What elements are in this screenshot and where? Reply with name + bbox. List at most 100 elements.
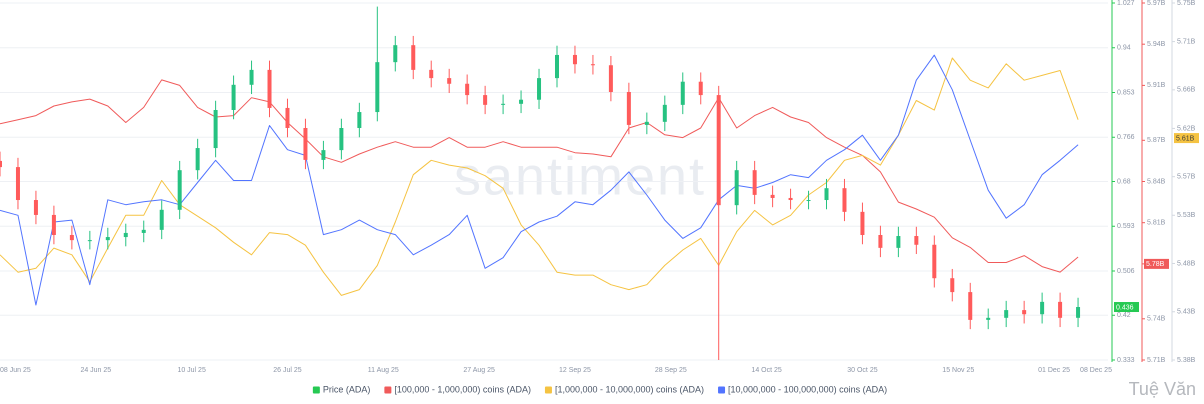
y-tick-label: 5.53B bbox=[1177, 212, 1196, 219]
y-tick-label: 5.38B bbox=[1177, 357, 1196, 364]
y-tick-label: 5.81B bbox=[1147, 220, 1166, 227]
y-tick-label: 0.766 bbox=[1117, 134, 1135, 141]
candle-body bbox=[806, 200, 811, 202]
candle-body bbox=[321, 150, 326, 160]
y-tick-label: 0.94 bbox=[1117, 45, 1131, 52]
legend-label: [10,000,000 - 100,000,000) coins (ADA) bbox=[728, 384, 887, 394]
candle-body bbox=[770, 194, 775, 198]
y-tick-label: 0.333 bbox=[1117, 357, 1135, 364]
x-tick-label: 12 Sep 25 bbox=[559, 367, 591, 374]
candle-body bbox=[1022, 310, 1027, 315]
candle-body bbox=[896, 236, 901, 248]
candle-body bbox=[537, 78, 542, 100]
y-tick-label: 5.62B bbox=[1177, 125, 1196, 132]
candle-body bbox=[608, 65, 613, 92]
candle-body bbox=[357, 112, 362, 129]
candle-body bbox=[698, 81, 703, 96]
y-tick-label: 5.48B bbox=[1177, 260, 1196, 267]
x-tick-label: 01 Dec 25 bbox=[1038, 367, 1070, 374]
y-tick-label: 5.75B bbox=[1177, 0, 1196, 7]
candle-body bbox=[159, 209, 164, 230]
candle-body bbox=[914, 236, 919, 245]
x-tick-label: 15 Nov 25 bbox=[942, 367, 974, 374]
value-tag bbox=[1174, 133, 1199, 144]
x-tick-label: 26 Jul 25 bbox=[273, 367, 302, 374]
y-tick-label: 5.97B bbox=[1147, 0, 1166, 7]
candle-body bbox=[680, 81, 685, 105]
candle-body bbox=[1058, 301, 1063, 318]
candle-body bbox=[501, 103, 506, 105]
value-tag-label: 0.436 bbox=[1116, 304, 1134, 311]
plot-area bbox=[0, 6, 1081, 360]
candle-body bbox=[15, 167, 20, 201]
x-tick-label: 10 Jul 25 bbox=[177, 367, 206, 374]
candle-body bbox=[465, 83, 470, 96]
candle-body bbox=[1076, 307, 1081, 318]
y-tick-label: 0.42 bbox=[1117, 312, 1131, 319]
candle-body bbox=[1040, 301, 1045, 315]
y-tick-label: 5.91B bbox=[1147, 82, 1166, 89]
y-tick-label: 5.43B bbox=[1177, 309, 1196, 316]
value-tag bbox=[1144, 258, 1169, 269]
candle-body bbox=[860, 211, 865, 235]
candle-body bbox=[303, 128, 308, 160]
candle-body bbox=[0, 160, 2, 168]
watermark: santiment bbox=[454, 146, 706, 206]
y-tick-label: 5.71B bbox=[1147, 357, 1166, 364]
y-tick-label: 5.74B bbox=[1147, 316, 1166, 323]
candle-body bbox=[33, 200, 38, 215]
y-tick-label: 5.84B bbox=[1147, 178, 1166, 185]
candle-body bbox=[213, 109, 218, 149]
candle-body bbox=[734, 170, 739, 206]
candle-body bbox=[69, 234, 74, 241]
x-tick-label: 28 Sep 25 bbox=[655, 367, 687, 374]
y-tick-label: 5.66B bbox=[1177, 87, 1196, 94]
candle-body bbox=[375, 62, 380, 113]
y-tick-label: 0.593 bbox=[1117, 223, 1135, 230]
candle-body bbox=[393, 45, 398, 63]
series-line bbox=[0, 79, 1079, 273]
y-tick-label: 1.027 bbox=[1117, 0, 1135, 7]
legend-swatch bbox=[384, 386, 392, 394]
legend-swatch bbox=[718, 386, 726, 394]
legend: Price (ADA) [100,000 - 1,000,000) coins (… bbox=[312, 384, 887, 394]
y-tick-label: 0.506 bbox=[1117, 268, 1135, 275]
y-tick-label: 5.94B bbox=[1147, 41, 1166, 48]
y-tick-label: 5.87B bbox=[1147, 137, 1166, 144]
candle-body bbox=[1004, 310, 1009, 318]
candle-body bbox=[824, 188, 829, 201]
axes: 08 Jun 25 24 Jun 25 10 Jul 25 26 Jul 25 11 A… bbox=[0, 0, 1199, 374]
x-tick-label: 08 Jun 25 bbox=[0, 367, 31, 374]
candle-body bbox=[195, 148, 200, 171]
candle-body bbox=[231, 84, 236, 110]
candle-body bbox=[788, 197, 793, 201]
x-tick-label: 24 Jun 25 bbox=[80, 367, 111, 374]
candle-body bbox=[339, 128, 344, 151]
legend-label: [1,000,000 - 10,000,000) coins (ADA) bbox=[555, 384, 704, 394]
x-tick-label: 27 Aug 25 bbox=[463, 367, 495, 374]
y-tick-label: 0.68 bbox=[1117, 178, 1131, 185]
candle-body bbox=[716, 95, 721, 206]
candle-body bbox=[878, 234, 883, 248]
credit: Tuệ Văn bbox=[1129, 379, 1196, 399]
candle-body bbox=[752, 170, 757, 195]
y-tick-label: 5.71B bbox=[1177, 38, 1196, 45]
candle-body bbox=[51, 214, 56, 235]
candle-body bbox=[249, 69, 254, 85]
value-tag-label: 5.61B bbox=[1176, 135, 1195, 142]
x-tick-label: 14 Oct 25 bbox=[751, 367, 781, 374]
grid bbox=[0, 2, 1108, 361]
candle-body bbox=[411, 45, 416, 70]
candle-body bbox=[285, 107, 290, 129]
candle-body bbox=[554, 54, 559, 79]
candle-body bbox=[141, 229, 146, 233]
legend-label: [100,000 - 1,000,000) coins (ADA) bbox=[394, 384, 531, 394]
candle-body bbox=[950, 278, 955, 293]
candle-body bbox=[590, 64, 595, 66]
candle-body bbox=[572, 54, 577, 65]
x-tick-label: 11 Aug 25 bbox=[368, 367, 399, 374]
candle-body bbox=[644, 121, 649, 125]
legend-label: Price (ADA) bbox=[323, 384, 371, 394]
